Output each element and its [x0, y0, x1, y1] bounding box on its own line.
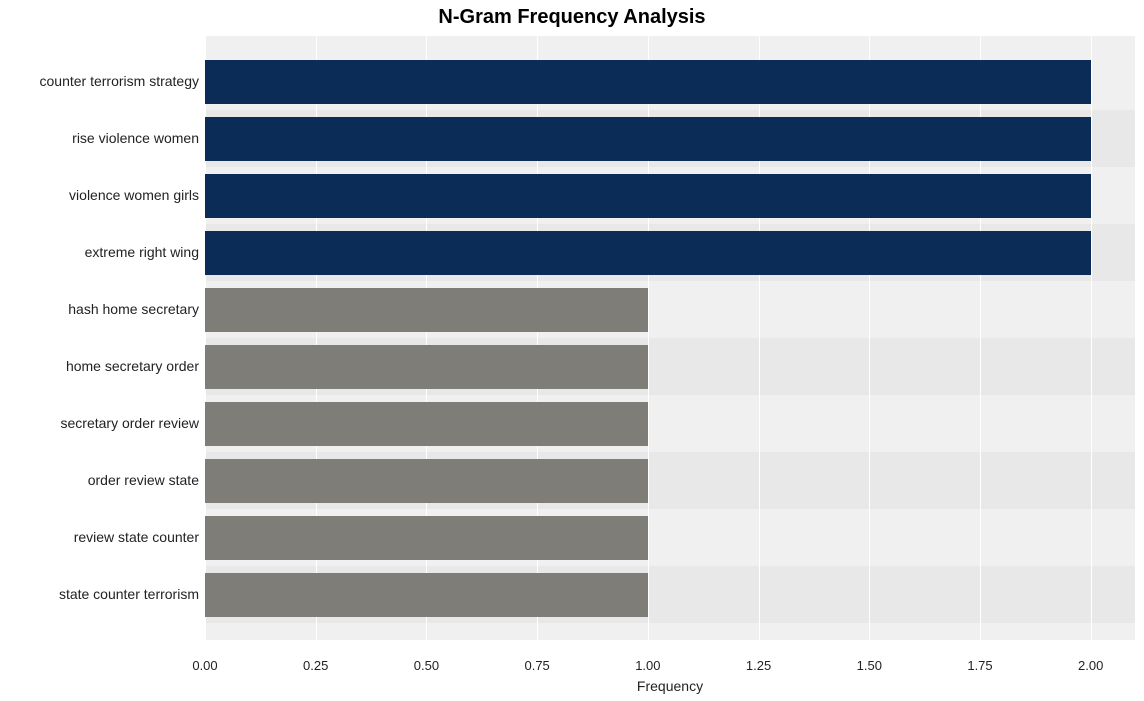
x-tick-label: 0.00 — [192, 658, 217, 673]
bar — [205, 117, 1091, 161]
bar — [205, 573, 648, 617]
x-tick-label: 0.50 — [414, 658, 439, 673]
grid-line — [1091, 36, 1092, 640]
x-axis-label: Frequency — [205, 678, 1135, 694]
bar — [205, 345, 648, 389]
x-tick-label: 1.25 — [746, 658, 771, 673]
x-tick-label: 1.50 — [857, 658, 882, 673]
plot-area — [205, 36, 1135, 640]
bar — [205, 231, 1091, 275]
chart-title: N-Gram Frequency Analysis — [0, 6, 1144, 29]
y-tick-label: rise violence women — [0, 130, 199, 146]
y-tick-label: home secretary order — [0, 358, 199, 374]
y-tick-label: order review state — [0, 472, 199, 488]
x-tick-label: 1.00 — [635, 658, 660, 673]
x-tick-label: 0.25 — [303, 658, 328, 673]
bar — [205, 60, 1091, 104]
y-tick-label: state counter terrorism — [0, 586, 199, 602]
y-tick-label: violence women girls — [0, 187, 199, 203]
y-tick-label: counter terrorism strategy — [0, 73, 199, 89]
bar — [205, 288, 648, 332]
x-tick-label: 0.75 — [524, 658, 549, 673]
y-tick-label: secretary order review — [0, 415, 199, 431]
y-tick-label: extreme right wing — [0, 244, 199, 260]
bar — [205, 516, 648, 560]
ngram-chart: N-Gram Frequency Analysis counter terror… — [0, 0, 1144, 701]
y-tick-label: hash home secretary — [0, 301, 199, 317]
x-tick-label: 2.00 — [1078, 658, 1103, 673]
bar — [205, 174, 1091, 218]
y-tick-label: review state counter — [0, 529, 199, 545]
bar — [205, 402, 648, 446]
x-tick-label: 1.75 — [967, 658, 992, 673]
bar — [205, 459, 648, 503]
